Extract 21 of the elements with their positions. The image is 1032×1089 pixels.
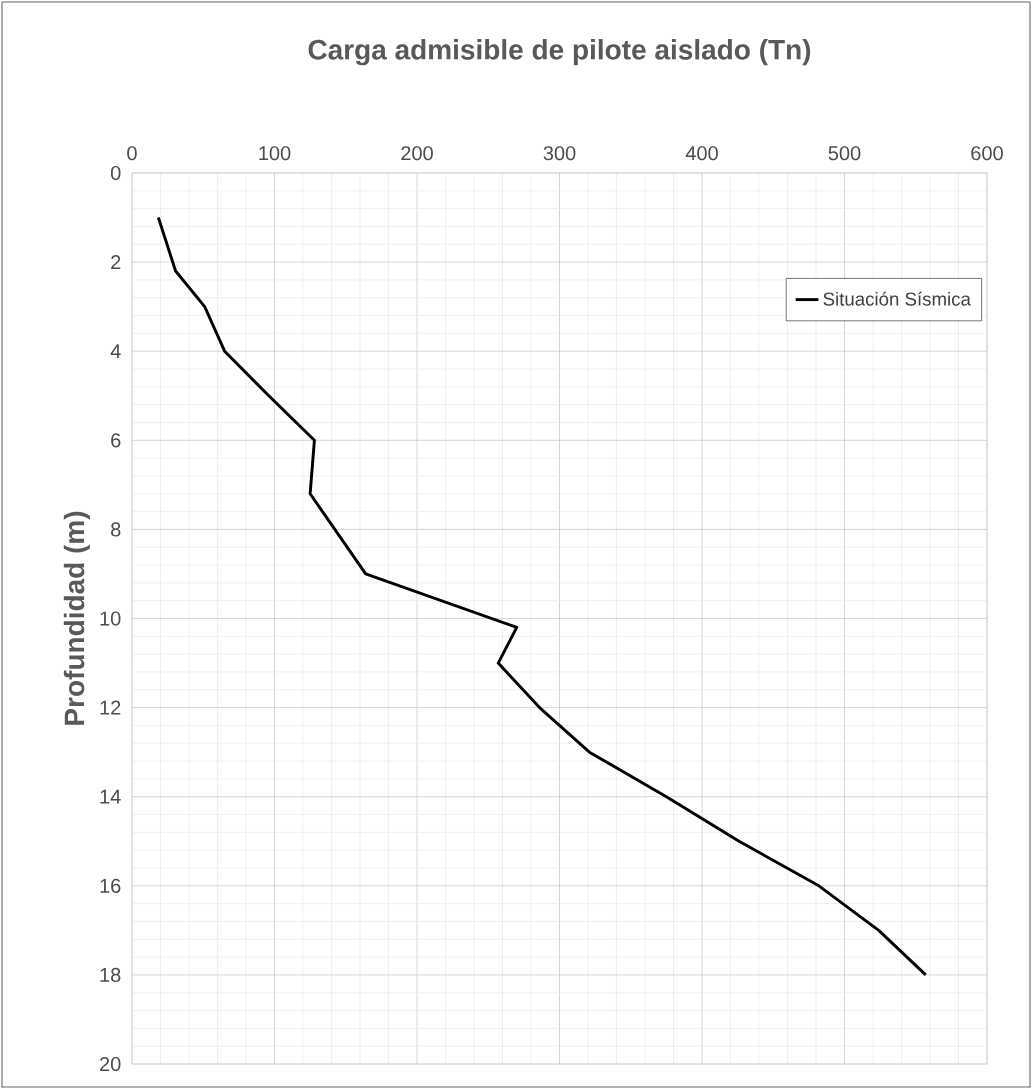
y-tick-label: 8 <box>111 522 121 537</box>
x-tick-label: 400 <box>685 146 718 161</box>
y-tick-label: 2 <box>111 255 121 270</box>
x-tick-label: 200 <box>401 146 433 161</box>
x-tick-label: 0 <box>127 146 137 161</box>
y-tick-label: 14 <box>100 789 121 804</box>
y-tick-label: 4 <box>110 344 121 359</box>
y-tick-label: 20 <box>100 1056 121 1072</box>
legend-label: Situación Sísmica <box>823 291 971 306</box>
x-tick-label: 500 <box>828 146 861 161</box>
y-tick-label: 12 <box>100 700 121 715</box>
y-tick-label: 0 <box>110 165 121 181</box>
chart-title: Carga admisible de pilote aislado (Tn) <box>308 39 811 66</box>
x-tick-label: 100 <box>259 146 291 161</box>
y-axis-title: Profundidad (m) <box>63 511 90 725</box>
y-tick-label: 6 <box>111 433 121 448</box>
x-tick-label: 300 <box>543 146 576 161</box>
y-tick-label: 16 <box>100 878 121 893</box>
y-tick-label: 10 <box>100 611 121 626</box>
x-tick-label: 600 <box>971 146 1003 161</box>
y-tick-label: 18 <box>100 967 121 982</box>
